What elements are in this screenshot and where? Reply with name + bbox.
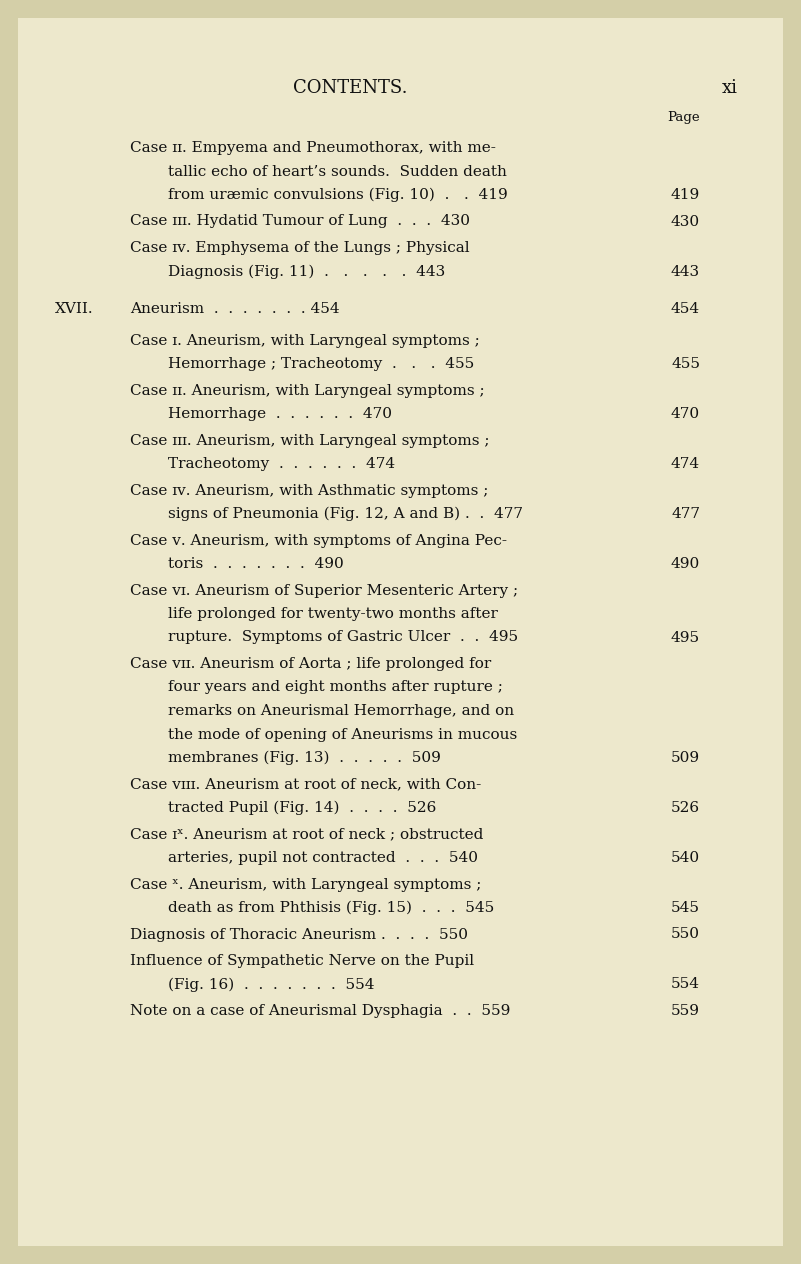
Text: 443: 443 (671, 264, 700, 278)
Text: Case ᴠɪ. Aneurism of Superior Mesenteric Artery ;: Case ᴠɪ. Aneurism of Superior Mesenteric… (130, 584, 518, 598)
Text: life prolonged for twenty-two months after: life prolonged for twenty-two months aft… (168, 607, 498, 621)
Text: tracted Pupil (Fig. 14)  .  .  .  .  526: tracted Pupil (Fig. 14) . . . . 526 (168, 801, 437, 815)
FancyBboxPatch shape (18, 18, 783, 1246)
Text: CONTENTS.: CONTENTS. (292, 78, 407, 97)
Text: 430: 430 (671, 215, 700, 229)
Text: 540: 540 (671, 851, 700, 865)
Text: signs of Pneumonia (Fig. 12, A and B) .  .  477: signs of Pneumonia (Fig. 12, A and B) . … (168, 507, 523, 521)
Text: Hemorrhage ; Tracheotomy  .   .   .  455: Hemorrhage ; Tracheotomy . . . 455 (168, 356, 474, 372)
Text: Diagnosis (Fig. 11)  .   .   .   .   .  443: Diagnosis (Fig. 11) . . . . . 443 (168, 264, 445, 278)
Text: Tracheotomy  .  .  .  .  .  .  474: Tracheotomy . . . . . . 474 (168, 458, 395, 471)
Text: Case ɪᴠ. Emphysema of the Lungs ; Physical: Case ɪᴠ. Emphysema of the Lungs ; Physic… (130, 241, 469, 255)
Text: arteries, pupil not contracted  .  .  .  540: arteries, pupil not contracted . . . 540 (168, 851, 478, 865)
Text: XVII.: XVII. (55, 302, 94, 316)
Text: 509: 509 (671, 751, 700, 765)
Text: tallic echo of heart’s sounds.  Sudden death: tallic echo of heart’s sounds. Sudden de… (168, 164, 507, 178)
Text: 455: 455 (671, 356, 700, 372)
Text: Diagnosis of Thoracic Aneurism .  .  .  .  550: Diagnosis of Thoracic Aneurism . . . . 5… (130, 928, 468, 942)
Text: Case ɪɪ. Empyema and Pneumothorax, with me-: Case ɪɪ. Empyema and Pneumothorax, with … (130, 142, 496, 155)
Text: Case ɪɪɪ. Aneurism, with Laryngeal symptoms ;: Case ɪɪɪ. Aneurism, with Laryngeal sympt… (130, 434, 489, 447)
Text: Case ˣ. Aneurism, with Laryngeal symptoms ;: Case ˣ. Aneurism, with Laryngeal symptom… (130, 877, 481, 891)
Text: 470: 470 (671, 407, 700, 421)
Text: Case ɪɪ. Aneurism, with Laryngeal symptoms ;: Case ɪɪ. Aneurism, with Laryngeal sympto… (130, 383, 485, 397)
Text: Hemorrhage  .  .  .  .  .  .  470: Hemorrhage . . . . . . 470 (168, 407, 392, 421)
Text: four years and eight months after rupture ;: four years and eight months after ruptur… (168, 680, 503, 694)
Text: remarks on Aneurismal Hemorrhage, and on: remarks on Aneurismal Hemorrhage, and on (168, 704, 514, 718)
Text: 495: 495 (671, 631, 700, 645)
Text: 550: 550 (671, 928, 700, 942)
Text: Aneurism  .  .  .  .  .  .  . 454: Aneurism . . . . . . . 454 (130, 302, 340, 316)
Text: rupture.  Symptoms of Gastric Ulcer  .  .  495: rupture. Symptoms of Gastric Ulcer . . 4… (168, 631, 518, 645)
Text: Case ᴠɪɪɪ. Aneurism at root of neck, with Con-: Case ᴠɪɪɪ. Aneurism at root of neck, wit… (130, 777, 481, 791)
Text: death as from Phthisis (Fig. 15)  .  .  .  545: death as from Phthisis (Fig. 15) . . . 5… (168, 901, 494, 915)
Text: toris  .  .  .  .  .  .  .  490: toris . . . . . . . 490 (168, 557, 344, 571)
Text: (Fig. 16)  .  .  .  .  .  .  .  554: (Fig. 16) . . . . . . . 554 (168, 977, 375, 992)
Text: Page: Page (667, 111, 700, 124)
Text: 526: 526 (671, 801, 700, 815)
Text: Case ɪˣ. Aneurism at root of neck ; obstructed: Case ɪˣ. Aneurism at root of neck ; obst… (130, 828, 483, 842)
Text: 474: 474 (671, 458, 700, 471)
Text: Case ɪ. Aneurism, with Laryngeal symptoms ;: Case ɪ. Aneurism, with Laryngeal symptom… (130, 334, 480, 348)
Text: the mode of opening of Aneurisms in mucous: the mode of opening of Aneurisms in muco… (168, 728, 517, 742)
Text: Case ɪᴠ. Aneurism, with Asthmatic symptoms ;: Case ɪᴠ. Aneurism, with Asthmatic sympto… (130, 484, 489, 498)
Text: 490: 490 (670, 557, 700, 571)
Text: Case ᴠ. Aneurism, with symptoms of Angina Pec-: Case ᴠ. Aneurism, with symptoms of Angin… (130, 533, 507, 547)
Text: Case ɪɪɪ. Hydatid Tumour of Lung  .  .  .  430: Case ɪɪɪ. Hydatid Tumour of Lung . . . 4… (130, 215, 470, 229)
Text: 559: 559 (671, 1004, 700, 1018)
Text: 419: 419 (670, 188, 700, 202)
Text: 454: 454 (671, 302, 700, 316)
Text: 477: 477 (671, 507, 700, 521)
Text: Note on a case of Aneurismal Dysphagia  .  .  559: Note on a case of Aneurismal Dysphagia .… (130, 1004, 510, 1018)
Text: from uræmic convulsions (Fig. 10)  .   .  419: from uræmic convulsions (Fig. 10) . . 41… (168, 188, 508, 202)
Text: xi: xi (722, 78, 738, 97)
Text: 545: 545 (671, 901, 700, 915)
Text: 554: 554 (671, 977, 700, 991)
Text: membranes (Fig. 13)  .  .  .  .  .  509: membranes (Fig. 13) . . . . . 509 (168, 751, 441, 765)
Text: Influence of Sympathetic Nerve on the Pupil: Influence of Sympathetic Nerve on the Pu… (130, 954, 474, 968)
Text: Case ᴠɪɪ. Aneurism of Aorta ; life prolonged for: Case ᴠɪɪ. Aneurism of Aorta ; life prolo… (130, 657, 491, 671)
